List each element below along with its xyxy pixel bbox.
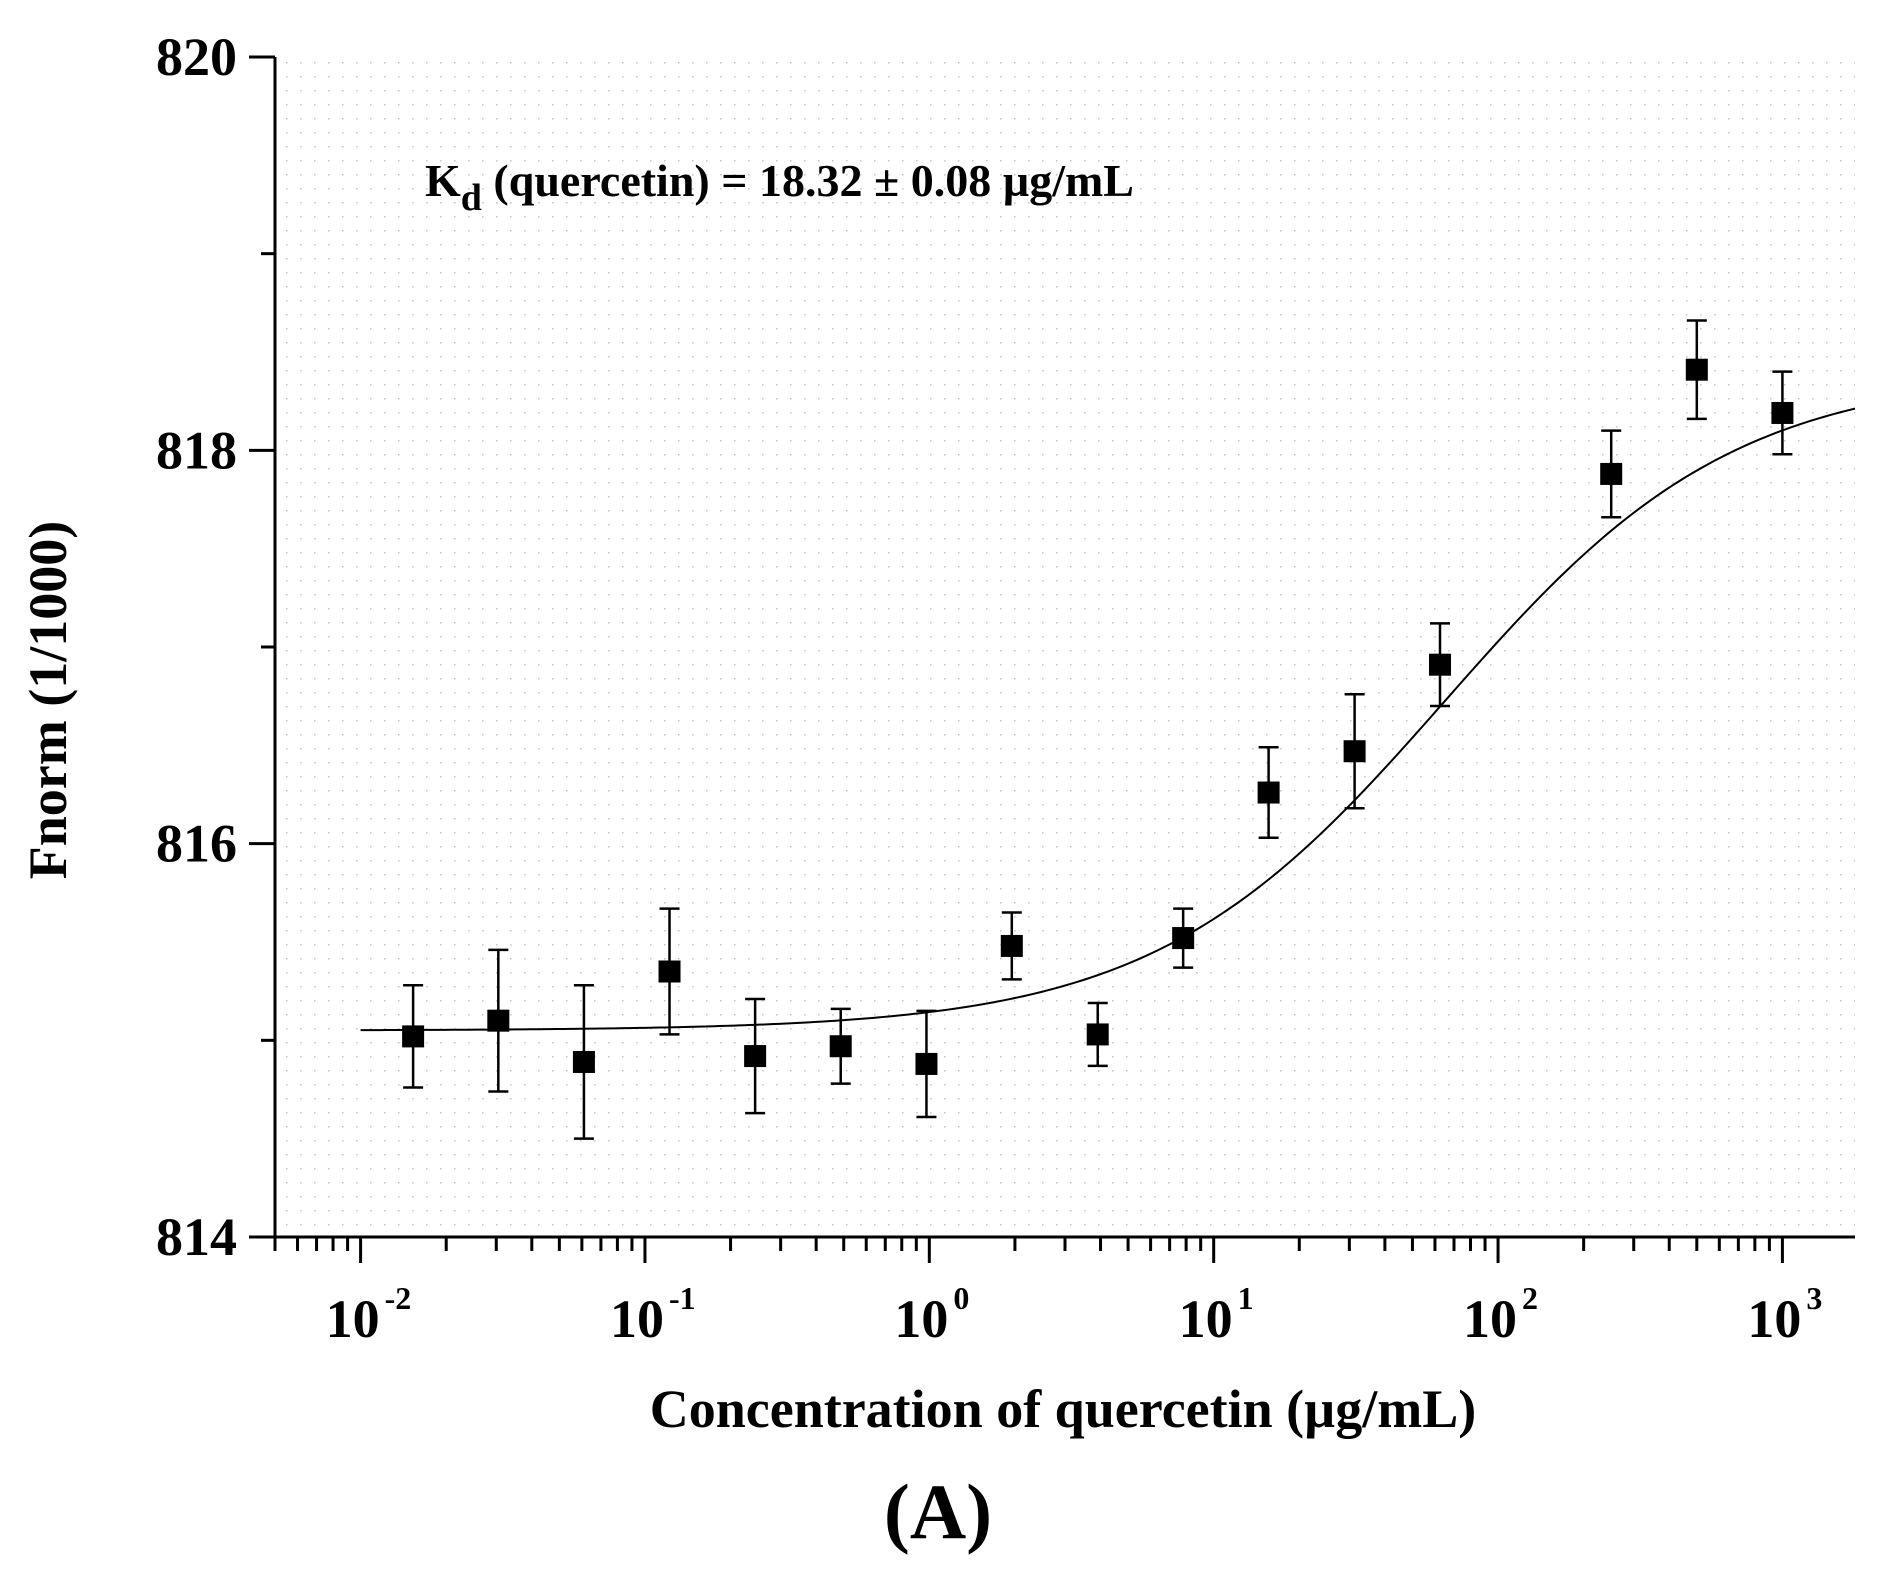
data-point [1000,934,1023,957]
kd-subscript: d [461,177,482,219]
y-tick-label: 820 [156,27,237,87]
x-tick-exponent: -2 [385,1280,412,1316]
data-point [1771,401,1794,424]
x-tick-exponent: 3 [1806,1280,1822,1316]
x-tick-exponent: 2 [1522,1280,1538,1316]
panel-label: (A) [884,1468,992,1555]
y-tick-label: 816 [156,814,237,874]
x-tick-exponent: 1 [1238,1280,1254,1316]
y-axis-title: Fnorm (1/1000) [18,521,78,879]
x-tick-label: 10 [1747,1289,1801,1349]
data-point [487,1009,510,1032]
x-tick-label: 10 [1463,1289,1517,1349]
data-point [572,1050,595,1073]
plot-area-background [275,57,1855,1237]
data-point [1086,1023,1109,1046]
fit-curve [360,407,1856,1032]
data-point [915,1052,938,1075]
data-point [744,1045,767,1068]
x-tick-exponent: -1 [669,1280,696,1316]
data-point [658,960,681,983]
data-point [1685,358,1708,381]
y-tick-label: 818 [156,420,237,480]
data-point [402,1025,425,1048]
data-points-layer [402,319,1794,1140]
y-tick-label: 814 [156,1207,237,1267]
data-point [1429,653,1452,676]
data-point [829,1035,852,1058]
x-axis-title: Concentration of quercetin (µg/mL) [650,1379,1477,1439]
data-point [1172,927,1195,950]
x-tick-label: 10 [894,1289,948,1349]
kd-value-text: (quercetin) = 18.32 ± 0.08 µg/mL [482,155,1134,206]
kd-symbol: K [425,155,461,206]
kd-annotation: Kd (quercetin) = 18.32 ± 0.08 µg/mL [425,155,1134,219]
x-tick-exponent: 0 [953,1280,969,1316]
data-point [1257,781,1280,804]
data-point [1600,462,1623,485]
x-tick-label: 10 [326,1289,380,1349]
x-tick-label: 10 [610,1289,664,1349]
fit-curve-layer [360,407,1856,1032]
x-tick-label: 10 [1179,1289,1233,1349]
data-point [1343,740,1366,763]
